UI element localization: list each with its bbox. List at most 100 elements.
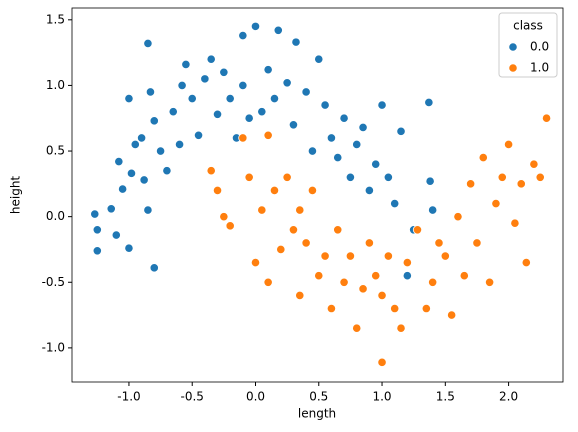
point — [377, 100, 387, 110]
point — [174, 139, 185, 150]
point — [345, 172, 356, 182]
point — [358, 122, 368, 133]
point — [92, 246, 102, 256]
point — [143, 205, 153, 215]
point — [219, 212, 229, 222]
point — [352, 323, 362, 333]
point — [92, 225, 102, 235]
point — [225, 93, 235, 104]
point — [263, 277, 273, 287]
point — [238, 80, 248, 91]
point — [516, 179, 526, 189]
point — [364, 238, 374, 248]
point — [421, 303, 431, 314]
point — [295, 205, 305, 215]
point — [396, 323, 406, 333]
point — [219, 67, 229, 77]
y-tick-label: 1.0 — [46, 78, 65, 92]
point — [535, 172, 545, 182]
point — [358, 284, 368, 294]
point — [276, 244, 286, 255]
point — [288, 120, 299, 130]
point — [314, 54, 324, 64]
point — [459, 271, 469, 281]
point — [390, 198, 400, 209]
point — [90, 209, 100, 219]
point — [402, 257, 412, 268]
point — [371, 271, 381, 281]
point — [250, 257, 261, 268]
point — [352, 139, 362, 150]
y-tick-label: -0.5 — [42, 275, 65, 289]
point — [345, 251, 356, 261]
point — [383, 172, 393, 182]
legend-label: 1.0 — [530, 61, 549, 75]
point — [510, 218, 520, 228]
x-tick-label: 0.0 — [246, 390, 265, 404]
point — [155, 146, 166, 156]
point — [124, 93, 134, 104]
legend-marker — [508, 63, 518, 73]
point — [333, 225, 343, 235]
x-tick-label: 1.0 — [372, 390, 391, 404]
point — [130, 139, 140, 150]
point — [225, 221, 235, 231]
point — [453, 212, 463, 222]
point — [521, 257, 531, 268]
point — [339, 113, 349, 123]
x-axis-label: length — [298, 407, 336, 421]
x-tick-label: -0.5 — [181, 390, 204, 404]
point — [137, 133, 147, 143]
y-tick-label: -1.0 — [42, 340, 65, 354]
y-tick-label: 1.5 — [46, 12, 65, 26]
point — [314, 271, 324, 281]
point — [181, 59, 191, 70]
point — [339, 277, 349, 287]
point — [193, 130, 204, 140]
y-tick-label: 0.0 — [46, 209, 65, 223]
point — [263, 130, 273, 140]
point — [139, 175, 149, 185]
point — [244, 172, 254, 182]
point — [466, 179, 476, 189]
point — [424, 97, 434, 108]
point — [291, 37, 301, 47]
point — [377, 357, 387, 367]
point — [263, 65, 273, 75]
point — [206, 54, 216, 64]
point — [402, 271, 412, 281]
point — [295, 290, 305, 300]
point — [377, 290, 387, 300]
point — [145, 87, 156, 97]
legend-box — [498, 12, 558, 78]
point — [118, 184, 128, 194]
x-tick-label: 0.5 — [309, 390, 328, 404]
point — [320, 100, 330, 110]
point — [529, 159, 539, 169]
point — [396, 126, 406, 136]
point — [428, 277, 438, 287]
point — [212, 109, 223, 119]
point — [326, 303, 337, 314]
point — [383, 251, 393, 261]
point — [364, 185, 374, 196]
point — [257, 205, 267, 215]
point — [257, 107, 267, 117]
y-axis-label: height — [9, 176, 23, 215]
point — [390, 303, 400, 314]
point — [282, 172, 292, 182]
point — [301, 87, 311, 97]
point — [177, 80, 187, 91]
y-tick-label: 0.5 — [46, 144, 65, 158]
x-tick-label: -1.0 — [117, 390, 140, 404]
point — [162, 166, 172, 176]
point — [106, 204, 116, 214]
point — [288, 225, 299, 235]
point — [326, 133, 337, 143]
point — [301, 238, 311, 248]
point — [333, 153, 343, 163]
point — [269, 185, 280, 196]
point — [447, 310, 457, 320]
point — [307, 146, 318, 156]
